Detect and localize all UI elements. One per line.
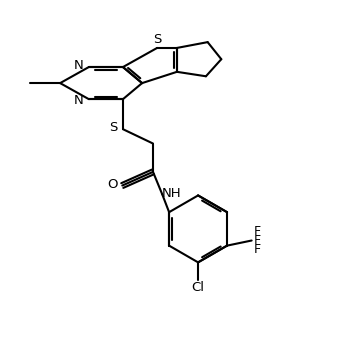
Text: S: S bbox=[153, 33, 161, 46]
Text: O: O bbox=[107, 178, 117, 192]
Text: F: F bbox=[253, 243, 261, 256]
Text: F: F bbox=[253, 225, 261, 238]
Text: Cl: Cl bbox=[192, 281, 205, 294]
Text: F: F bbox=[253, 234, 261, 247]
Text: S: S bbox=[109, 121, 118, 134]
Text: N: N bbox=[74, 95, 83, 107]
Text: N: N bbox=[74, 59, 83, 72]
Text: NH: NH bbox=[162, 187, 181, 200]
